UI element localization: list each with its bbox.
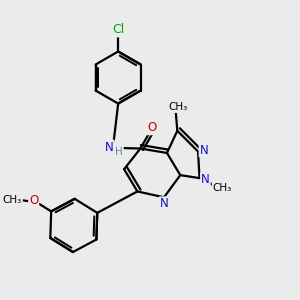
Text: H: H (115, 147, 123, 157)
Text: CH₃: CH₃ (213, 183, 232, 193)
Text: Cl: Cl (112, 23, 124, 36)
Text: N: N (105, 140, 114, 154)
Text: O: O (147, 121, 156, 134)
Text: CH₃: CH₃ (3, 195, 22, 205)
Text: O: O (29, 194, 38, 207)
Text: N: N (201, 173, 210, 186)
Text: CH₃: CH₃ (169, 102, 188, 112)
Text: N: N (160, 197, 168, 210)
Text: N: N (200, 143, 208, 157)
